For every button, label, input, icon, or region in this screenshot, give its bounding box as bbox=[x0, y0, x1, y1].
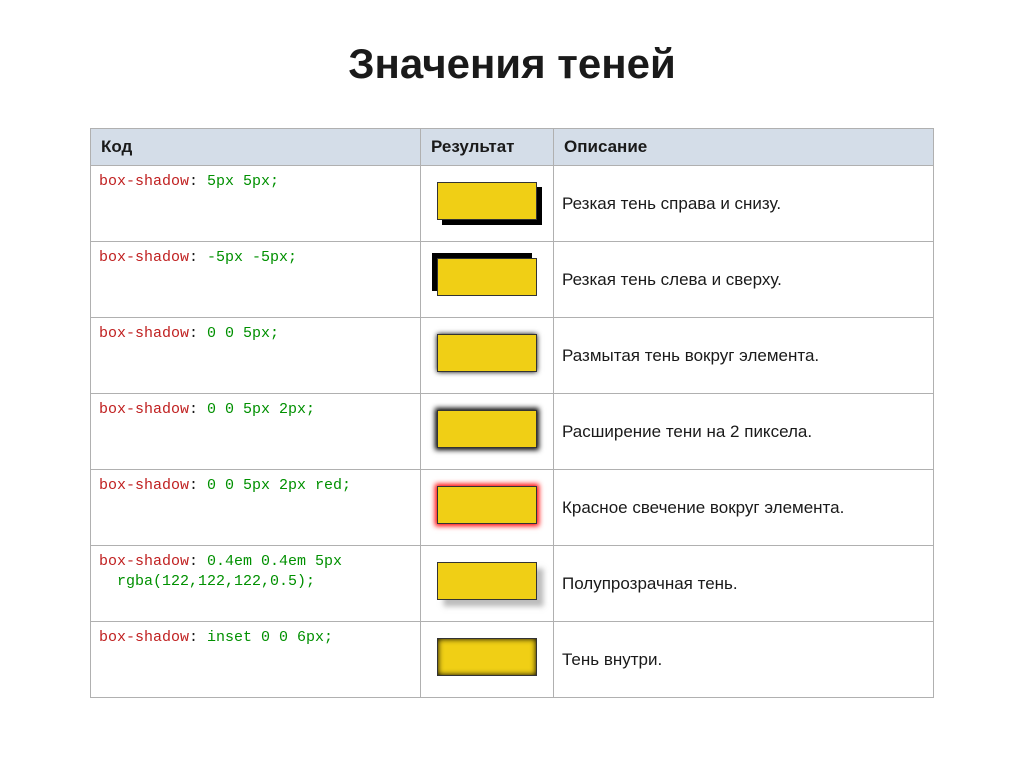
result-cell bbox=[421, 546, 554, 622]
code-cell: box-shadow: 0 0 5px; bbox=[91, 318, 421, 394]
shadow-demo-box bbox=[437, 258, 537, 296]
desc-cell: Резкая тень справа и снизу. bbox=[554, 166, 934, 242]
code-cell: box-shadow: -5px -5px; bbox=[91, 242, 421, 318]
shadow-demo-box bbox=[437, 486, 537, 524]
shadow-demo-box bbox=[437, 638, 537, 676]
table-body: box-shadow: 5px 5px; Резкая тень справа и… bbox=[91, 166, 934, 698]
desc-cell: Резкая тень слева и сверху. bbox=[554, 242, 934, 318]
table-row: box-shadow: 0.4em 0.4em 5px rgba(122,122… bbox=[91, 546, 934, 622]
shadow-demo-box bbox=[437, 182, 537, 220]
desc-cell: Тень внутри. bbox=[554, 622, 934, 698]
code-property: box-shadow bbox=[99, 401, 189, 418]
code-cell: box-shadow: 0.4em 0.4em 5px rgba(122,122… bbox=[91, 546, 421, 622]
code-property: box-shadow bbox=[99, 249, 189, 266]
result-cell bbox=[421, 166, 554, 242]
table-row: box-shadow: -5px -5px; Резкая тень слева … bbox=[91, 242, 934, 318]
result-cell bbox=[421, 242, 554, 318]
desc-cell: Расширение тени на 2 пиксела. bbox=[554, 394, 934, 470]
code-cell: box-shadow: 5px 5px; bbox=[91, 166, 421, 242]
col-header-desc: Описание bbox=[554, 129, 934, 166]
code-value: 0 0 5px; bbox=[198, 325, 279, 342]
code-property: box-shadow bbox=[99, 553, 189, 570]
desc-cell: Размытая тень вокруг элемента. bbox=[554, 318, 934, 394]
result-cell bbox=[421, 318, 554, 394]
shadow-demo-box bbox=[437, 334, 537, 372]
code-property: box-shadow bbox=[99, 325, 189, 342]
code-value: 5px 5px; bbox=[198, 173, 279, 190]
code-cell: box-shadow: 0 0 5px 2px; bbox=[91, 394, 421, 470]
table-row: box-shadow: 0 0 5px; Размытая тень вокруг… bbox=[91, 318, 934, 394]
code-value: 0 0 5px 2px red; bbox=[198, 477, 351, 494]
result-cell bbox=[421, 470, 554, 546]
table-row: box-shadow: 0 0 5px 2px red; Красное свеч… bbox=[91, 470, 934, 546]
result-cell bbox=[421, 394, 554, 470]
col-header-result: Результат bbox=[421, 129, 554, 166]
code-cell: box-shadow: inset 0 0 6px; bbox=[91, 622, 421, 698]
desc-cell: Красное свечение вокруг элемента. bbox=[554, 470, 934, 546]
code-property: box-shadow bbox=[99, 173, 189, 190]
table-row: box-shadow: 0 0 5px 2px; Расширение тени … bbox=[91, 394, 934, 470]
result-cell bbox=[421, 622, 554, 698]
code-property: box-shadow bbox=[99, 477, 189, 494]
table-row: box-shadow: inset 0 0 6px; Тень внутри. bbox=[91, 622, 934, 698]
shadows-table: Код Результат Описание box-shadow: 5px 5… bbox=[90, 128, 934, 698]
page-title: Значения теней bbox=[90, 40, 934, 88]
code-cell: box-shadow: 0 0 5px 2px red; bbox=[91, 470, 421, 546]
code-value: -5px -5px; bbox=[198, 249, 297, 266]
table-row: box-shadow: 5px 5px; Резкая тень справа и… bbox=[91, 166, 934, 242]
desc-cell: Полупрозрачная тень. bbox=[554, 546, 934, 622]
shadow-demo-box bbox=[437, 410, 537, 448]
table-header-row: Код Результат Описание bbox=[91, 129, 934, 166]
shadow-demo-box bbox=[437, 562, 537, 600]
code-property: box-shadow bbox=[99, 629, 189, 646]
code-value: inset 0 0 6px; bbox=[198, 629, 333, 646]
code-value: 0 0 5px 2px; bbox=[198, 401, 315, 418]
col-header-code: Код bbox=[91, 129, 421, 166]
